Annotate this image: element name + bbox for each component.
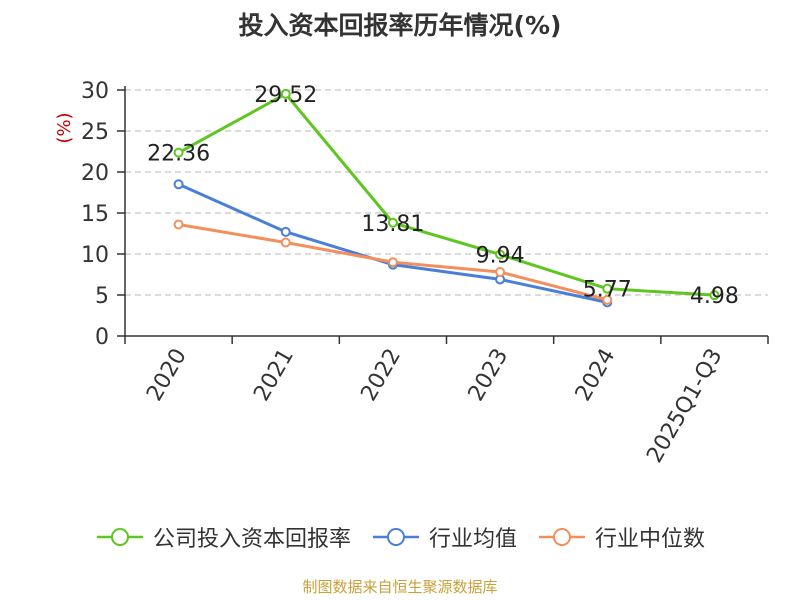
data-label: 22.36 (147, 142, 210, 167)
x-tick-label: 2022 (356, 345, 406, 406)
legend-label: 行业均值 (428, 527, 517, 552)
data-point-company (709, 290, 720, 301)
x-tick-label: 2024 (571, 345, 621, 406)
axes: 0 5 10 15 20 25 30 (%) 2020 2021 2022 2023 2024 2025Q… (54, 79, 769, 468)
legend-item-industry-mean[interactable]: 行业均值 (371, 521, 517, 553)
data-point-industry_mean (280, 226, 291, 237)
legend-item-company[interactable]: 公司投入资本回报率 (95, 521, 351, 553)
y-tick-label: 0 (95, 325, 109, 350)
y-tick-label: 20 (81, 161, 109, 186)
data-label: 9.94 (476, 243, 525, 268)
data-point-industry_median (173, 219, 184, 230)
y-axis-label: (%) (54, 112, 75, 143)
data-label: 5.77 (583, 278, 632, 303)
data-point-company (173, 147, 184, 158)
legend: 公司投入资本回报率 行业均值 行业中位数 (0, 520, 800, 554)
data-point-company (280, 88, 291, 99)
legend-item-industry-median[interactable]: 行业中位数 (537, 521, 705, 553)
data-point-company (495, 249, 506, 260)
data-point-industry_median (495, 267, 506, 278)
legend-line-icon (539, 528, 585, 546)
data-point-industry_median (280, 237, 291, 248)
data-label: 13.81 (361, 212, 424, 237)
y-tick-label: 5 (95, 284, 109, 309)
data-point-industry_mean (173, 179, 184, 190)
y-tick-label: 10 (81, 243, 109, 268)
y-tick-label: 15 (81, 202, 109, 227)
series-lines (173, 88, 720, 308)
x-tick-label: 2025Q1-Q3 (642, 345, 727, 468)
data-label: 4.98 (690, 284, 739, 309)
source-note: 制图数据来自恒生聚源数据库 (302, 578, 498, 596)
x-tick-label: 2023 (464, 345, 514, 406)
chart-title: 投入资本回报率历年情况(%) (238, 11, 562, 40)
legend-label: 行业中位数 (595, 527, 706, 552)
legend-line-icon (96, 528, 143, 546)
data-point-company (602, 283, 613, 294)
data-point-company (387, 217, 398, 228)
x-tick-label: 2021 (249, 345, 299, 406)
data-labels: 22.36 29.52 13.81 9.94 5.77 4.98 (147, 83, 739, 309)
legend-line-icon (372, 528, 419, 546)
legend-label: 公司投入资本回报率 (152, 527, 351, 552)
data-point-industry_median (387, 257, 398, 268)
x-tick-label: 2020 (142, 345, 192, 406)
y-tick-label: 30 (81, 79, 109, 104)
data-point-industry_median (602, 294, 613, 305)
grid-lines (125, 89, 768, 296)
series-line-company (177, 92, 715, 297)
y-tick-label: 25 (81, 120, 109, 145)
data-label: 29.52 (254, 83, 317, 108)
